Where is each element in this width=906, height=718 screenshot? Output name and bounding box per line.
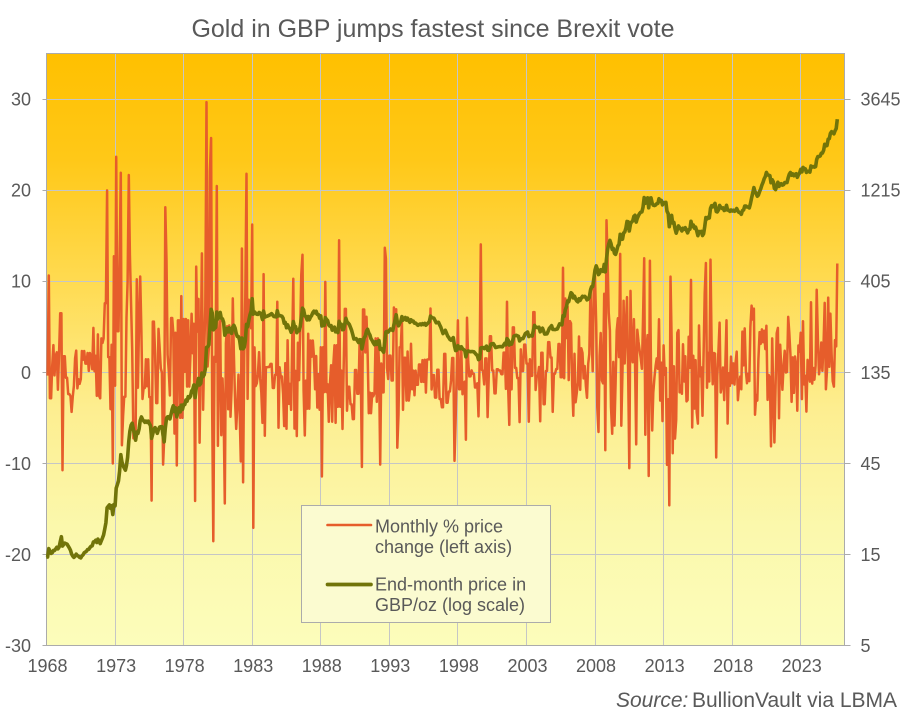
svg-text:15: 15	[861, 545, 881, 565]
svg-text:20: 20	[11, 181, 31, 201]
svg-text:2018: 2018	[713, 656, 753, 676]
svg-text:1998: 1998	[439, 656, 479, 676]
svg-text:0: 0	[21, 363, 31, 383]
svg-text:-10: -10	[5, 454, 31, 474]
svg-text:3645: 3645	[861, 90, 901, 110]
svg-text:405: 405	[861, 272, 891, 292]
svg-text:Monthly % price: Monthly % price	[375, 517, 503, 537]
svg-text:30: 30	[11, 90, 31, 110]
svg-text:135: 135	[861, 363, 891, 383]
svg-text:change (left axis): change (left axis)	[375, 537, 512, 557]
svg-text:1983: 1983	[233, 656, 273, 676]
svg-text:2003: 2003	[507, 656, 547, 676]
svg-text:1968: 1968	[27, 656, 67, 676]
svg-text:2023: 2023	[782, 656, 822, 676]
svg-text:GBP/oz (log scale): GBP/oz (log scale)	[375, 595, 525, 615]
svg-text:1973: 1973	[96, 656, 136, 676]
svg-text:-20: -20	[5, 545, 31, 565]
svg-text:-30: -30	[5, 636, 31, 656]
svg-text:1215: 1215	[861, 181, 901, 201]
svg-text:1978: 1978	[165, 656, 205, 676]
svg-text:45: 45	[861, 454, 881, 474]
svg-text:BullionVault via LBMA: BullionVault via LBMA	[692, 689, 897, 712]
svg-text:Gold in GBP jumps fastest sinc: Gold in GBP jumps fastest since Brexit v…	[191, 15, 674, 43]
svg-text:10: 10	[11, 272, 31, 292]
svg-text:2008: 2008	[576, 656, 616, 676]
svg-text:1988: 1988	[302, 656, 342, 676]
svg-text:5: 5	[861, 636, 871, 656]
svg-text:Source:: Source:	[616, 689, 688, 712]
svg-text:1993: 1993	[370, 656, 410, 676]
svg-text:End-month price in: End-month price in	[375, 575, 526, 595]
svg-text:2013: 2013	[645, 656, 685, 676]
